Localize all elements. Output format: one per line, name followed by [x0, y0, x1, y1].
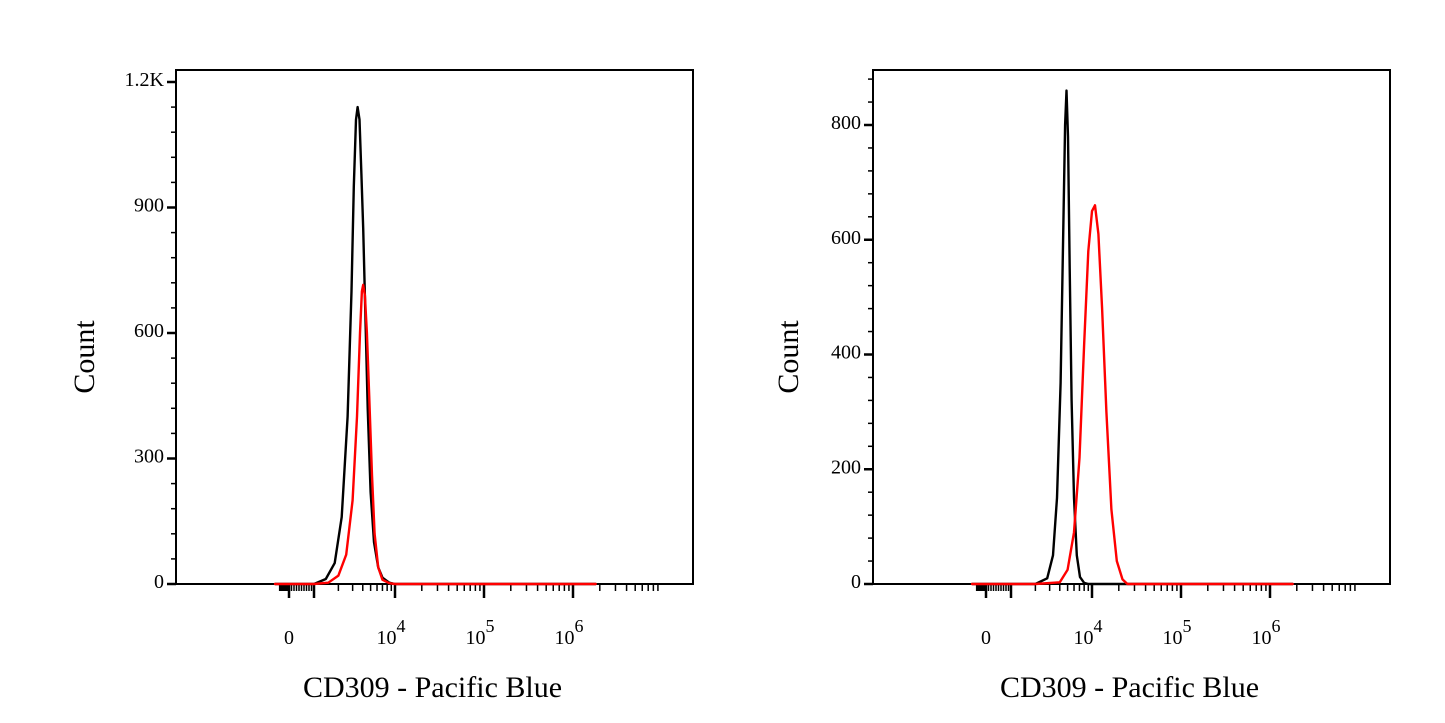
x-tick-label: 106 [1252, 616, 1281, 649]
y-tick-label: 200 [831, 456, 861, 478]
x-tick-label: 0 [981, 627, 991, 649]
plot-frame [175, 69, 694, 585]
series-line-2 [273, 283, 597, 586]
y-tick-label: 600 [134, 320, 164, 342]
x-axis-title: CD309 - Pacific Blue [1000, 671, 1259, 704]
y-tick-label: 600 [831, 227, 861, 249]
plot-frame [872, 69, 1391, 585]
y-tick-label: 300 [134, 446, 164, 468]
series-line-2 [970, 204, 1294, 586]
x-tick-label: 0 [284, 627, 294, 649]
x-tick-label: 104 [377, 616, 406, 649]
y-axis-title: Count [68, 320, 101, 394]
y-axis-title: Count [772, 320, 805, 394]
x-tick-label: 106 [555, 616, 584, 649]
y-tick-label: 900 [134, 195, 164, 217]
y-tick-label: 0 [851, 571, 861, 593]
y-tick-label: 1.2K [125, 69, 165, 91]
x-tick-label: 105 [1163, 616, 1192, 649]
x-axis-title: CD309 - Pacific Blue [303, 671, 562, 704]
y-tick-label: 0 [154, 571, 164, 593]
x-tick-label: 104 [1074, 616, 1103, 649]
y-tick-label: 800 [831, 112, 861, 134]
series-line-1 [273, 105, 597, 586]
y-tick-label: 400 [831, 342, 861, 364]
chart-panel-1: 0 300 600 900 1.2K 0 104 105 106 CD309 - Pacific … [68, 69, 694, 704]
chart-panel-2: 0 200 400 600 800 0 104 105 106 CD309 - Pacific B… [772, 69, 1391, 704]
x-tick-label: 105 [466, 616, 495, 649]
series-line-1 [970, 89, 1294, 586]
